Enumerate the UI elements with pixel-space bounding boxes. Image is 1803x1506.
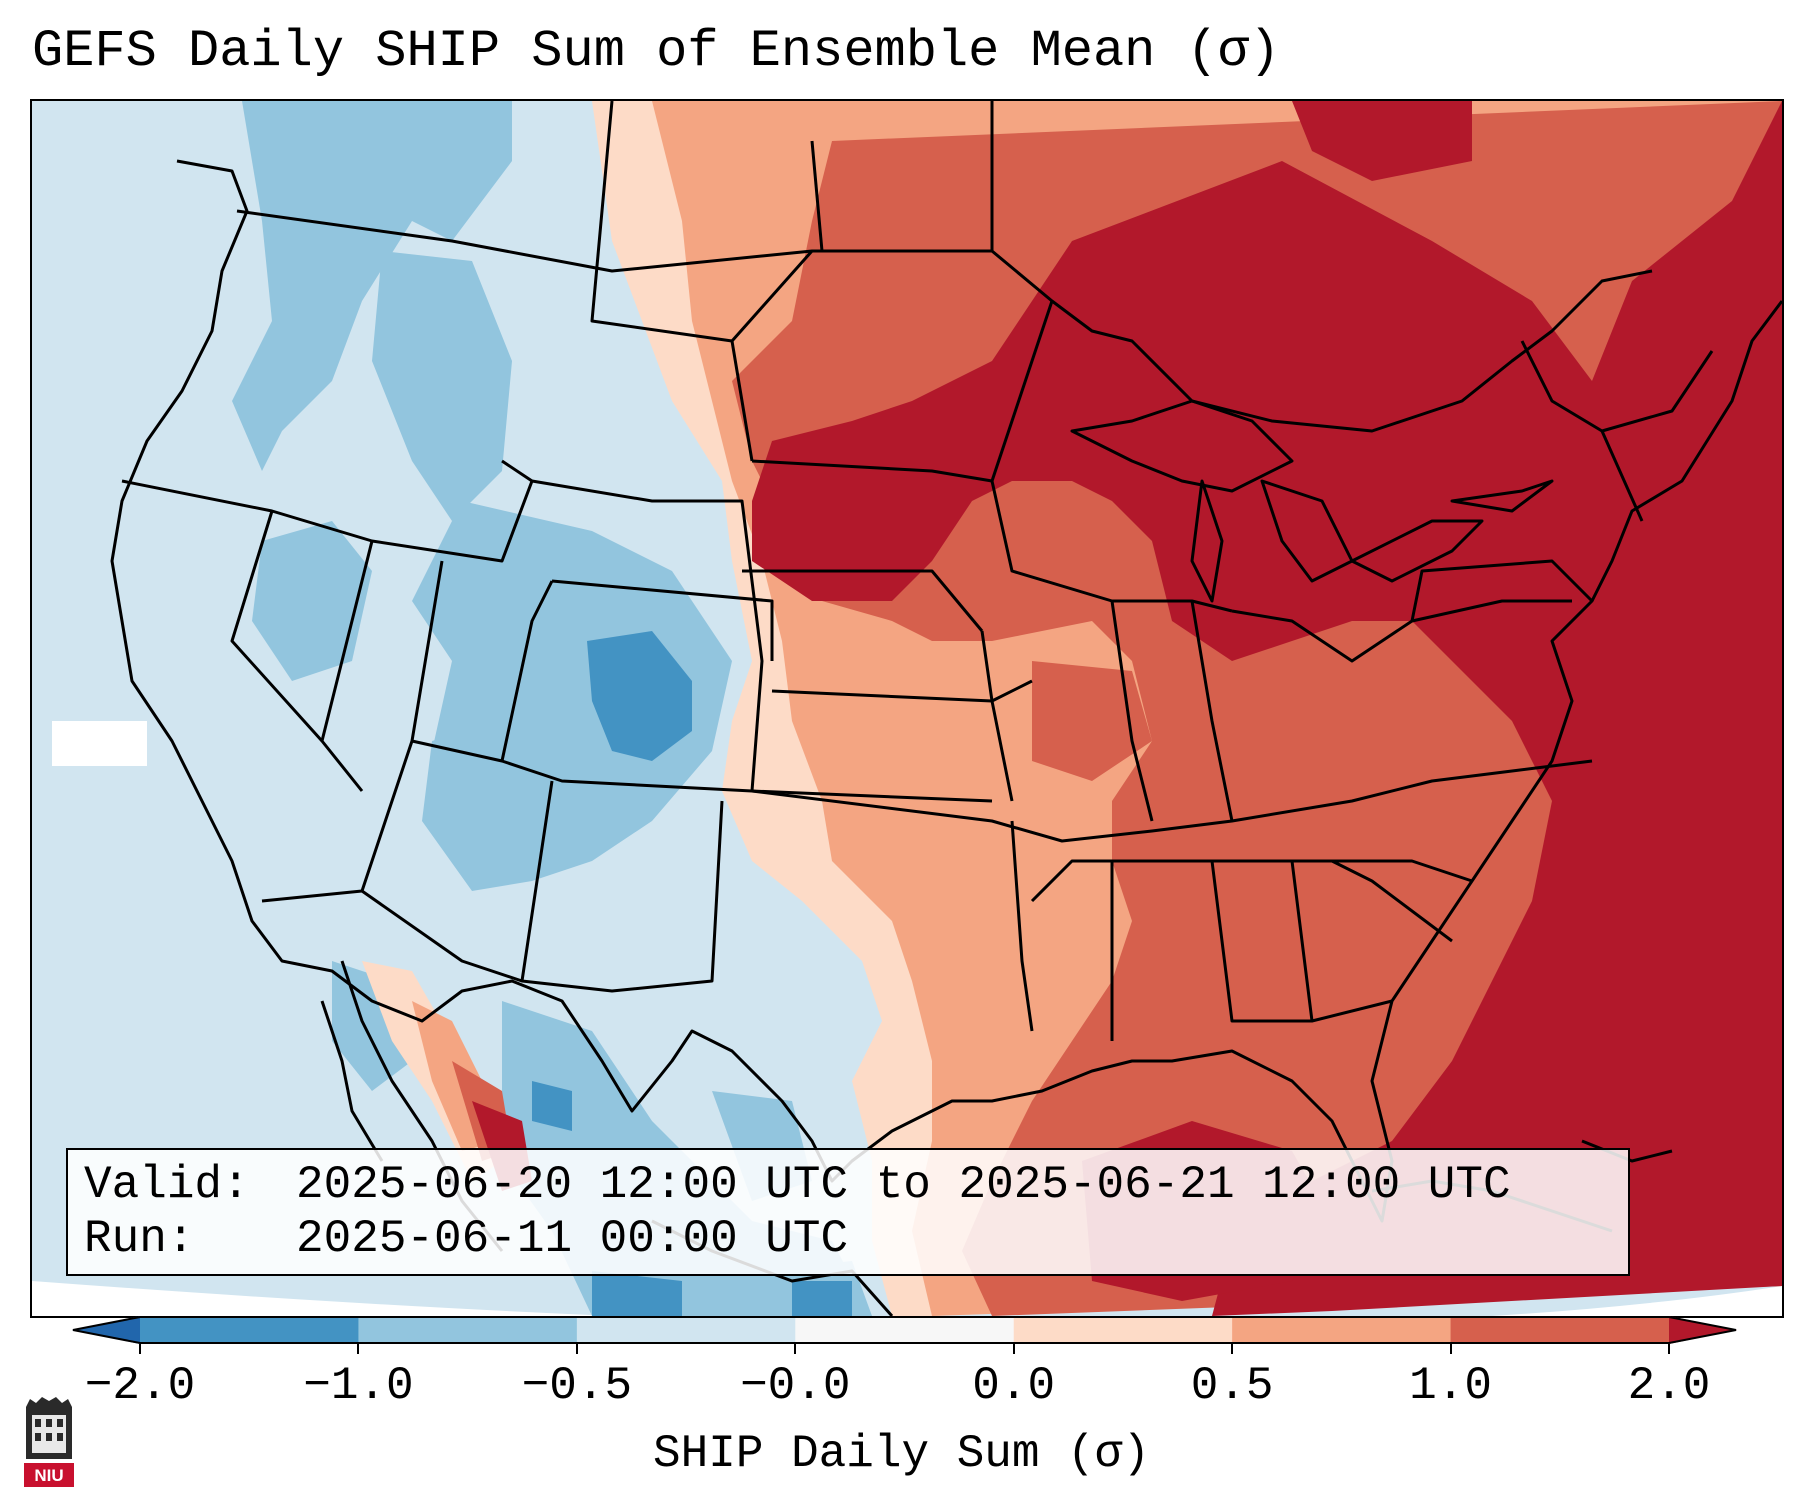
missing-data-patch: [52, 721, 147, 766]
colorbar-extend-low: [72, 1316, 140, 1344]
colorbar-outline: [72, 1316, 1737, 1344]
colorbar-tick-mark: [1449, 1344, 1452, 1354]
colorbar-tick-mark: [1668, 1344, 1670, 1354]
map-frame: [30, 99, 1784, 1318]
colorbar-tick-label: −2.0: [84, 1360, 196, 1412]
colorbar-extend-high: [1669, 1316, 1737, 1344]
colorbar-bin: [358, 1316, 578, 1344]
colorbar-tick-mark: [575, 1344, 578, 1354]
colorbar: [72, 1316, 1737, 1344]
run-row: Run: 2025-06-11 00:00 UTC: [84, 1212, 1612, 1266]
valid-label: Valid:: [84, 1159, 250, 1211]
colorbar-tick-label: 0.0: [972, 1360, 1056, 1412]
colorbar-tick-label: 0.5: [1190, 1360, 1274, 1412]
colorbar-title: SHIP Daily Sum (σ): [653, 1428, 1150, 1480]
field-neg-1: [532, 631, 852, 1316]
colorbar-bin: [1450, 1316, 1670, 1344]
niu-logo-icon: NIU: [24, 1397, 74, 1487]
colorbar-tick-mark: [1012, 1344, 1015, 1354]
colorbar-tick-label: 1.0: [1409, 1360, 1492, 1412]
colorbar-bin: [140, 1316, 359, 1344]
colorbar-bin: [795, 1316, 1015, 1344]
colorbar-tick-label: 2.0: [1627, 1360, 1711, 1412]
colorbar-tick-mark: [357, 1344, 360, 1354]
info-box: Valid: 2025-06-20 12:00 UTC to 2025-06-2…: [66, 1148, 1630, 1276]
colorbar-tick-mark: [139, 1344, 141, 1354]
colorbar-bin: [576, 1316, 796, 1344]
run-label: Run:: [84, 1213, 195, 1265]
plot-title: GEFS Daily SHIP Sum of Ensemble Mean (σ): [32, 22, 1281, 81]
run-value: 2025-06-11 00:00 UTC: [296, 1213, 849, 1265]
valid-row: Valid: 2025-06-20 12:00 UTC to 2025-06-2…: [84, 1158, 1612, 1212]
colorbar-tick-label: −1.0: [303, 1360, 414, 1412]
anomaly-map: [32, 101, 1782, 1316]
colorbar-tick-label: −0.5: [521, 1360, 633, 1412]
valid-value: 2025-06-20 12:00 UTC to 2025-06-21 12:00…: [296, 1159, 1511, 1211]
colorbar-tick-label: −0.0: [740, 1360, 851, 1412]
colorbar-bin: [1013, 1316, 1233, 1344]
colorbar-bin: [1232, 1316, 1452, 1344]
svg-text:NIU: NIU: [34, 1466, 63, 1485]
colorbar-tick-mark: [1231, 1344, 1234, 1354]
colorbar-tick-mark: [794, 1344, 797, 1354]
